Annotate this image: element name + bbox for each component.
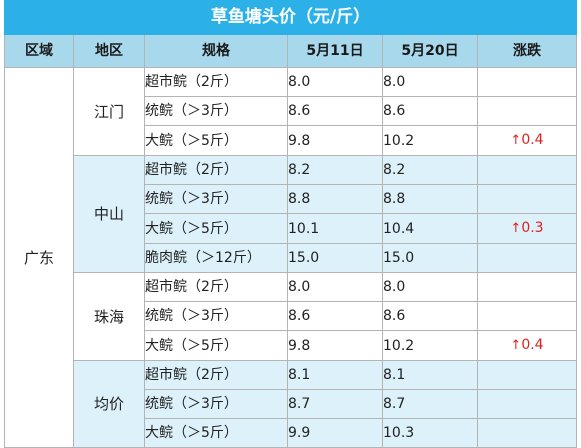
spec-cell: 脆肉鲩（＞12斤） [144, 243, 288, 273]
price-date2-cell: 8.7 [382, 389, 478, 419]
change-cell [477, 360, 577, 390]
price-date1-cell: 10.1 [287, 213, 383, 244]
change-cell: ↑0.4 [477, 125, 577, 156]
change-cell [477, 155, 577, 185]
table-row: 广东 江门 超市鲩（2斤） 8.0 8.0 [4, 67, 577, 448]
change-cell [477, 96, 577, 126]
price-date2-cell: 10.3 [382, 418, 478, 448]
header-district: 地区 [73, 34, 145, 68]
up-arrow-icon: ↑ [510, 133, 522, 148]
price-date1-cell: 8.2 [287, 155, 383, 185]
title-row: 草鱼塘头价（元/斤） [4, 0, 577, 35]
region-cell: 广东 [4, 67, 74, 448]
price-date2-cell: 8.0 [382, 67, 478, 97]
price-date1-cell: 9.8 [287, 330, 383, 361]
change-value: 0.3 [521, 220, 544, 236]
change-cell [477, 184, 577, 214]
price-date1-cell: 8.7 [287, 389, 383, 419]
spec-cell: 大鲩（＞5斤） [144, 125, 288, 156]
change-cell [477, 67, 577, 97]
price-date2-cell: 10.4 [382, 213, 478, 244]
price-date2-cell: 8.8 [382, 184, 478, 214]
change-value: 0.4 [521, 132, 544, 148]
change-cell [477, 272, 577, 302]
table-row: 大鲩（＞5斤） 9.8 10.2 ↑0.4 [5, 330, 577, 361]
district-cell: 均价 [73, 360, 145, 448]
district-cell: 江门 [73, 67, 145, 156]
change-cell [477, 389, 577, 419]
price-date1-cell: 8.0 [287, 67, 383, 97]
spec-cell: 统鲩（＞3斤） [144, 96, 288, 126]
header-spec: 规格 [144, 34, 288, 68]
price-date2-cell: 8.0 [382, 272, 478, 302]
change-cell: ↑0.4 [477, 330, 577, 361]
table-body: 广东 江门 超市鲩（2斤） 8.0 8.0 统鲩（＞3斤） 8.6 8.6 大鲩（＞5斤） 9.8… [4, 67, 577, 448]
header-change: 涨跌 [477, 34, 577, 68]
change-cell: ↑0.3 [477, 213, 577, 244]
price-date2-cell: 15.0 [382, 243, 478, 273]
spec-cell: 大鲩（＞5斤） [144, 330, 288, 361]
table-row: 大鲩（＞5斤） 10.1 10.4 ↑0.3 [5, 213, 577, 244]
change-cell [477, 418, 577, 448]
spec-cell: 统鲩（＞3斤） [144, 389, 288, 419]
table-row: 大鲩（＞5斤） 9.8 10.2 ↑0.4 [5, 125, 577, 156]
table-title: 草鱼塘头价（元/斤） [4, 0, 577, 35]
spec-cell: 统鲩（＞3斤） [144, 184, 288, 214]
up-arrow-icon: ↑ [510, 221, 522, 236]
price-date2-cell: 8.2 [382, 155, 478, 185]
change-cell [477, 301, 577, 331]
change-value: 0.4 [521, 337, 544, 353]
price-date1-cell: 8.1 [287, 360, 383, 390]
header-region: 区域 [4, 34, 74, 68]
table-row: 珠海 超市鲩（2斤） 8.0 8.0 [5, 272, 577, 361]
spec-cell: 统鲩（＞3斤） [144, 301, 288, 331]
price-date1-cell: 9.8 [287, 125, 383, 156]
table-row: 统鲩（＞3斤） 8.6 8.6 [5, 96, 577, 126]
spec-cell: 超市鲩（2斤） [144, 272, 288, 302]
grass-carp-price-table: 草鱼塘头价（元/斤） 区域 地区 规格 5月11日 5月20日 涨跌 广东 江门超… [4, 0, 577, 448]
header-date2: 5月20日 [382, 34, 478, 68]
district-cell: 中山 [73, 155, 145, 273]
price-table-container: 草鱼塘头价（元/斤） 区域 地区 规格 5月11日 5月20日 涨跌 广东 江门超… [4, 0, 577, 448]
table-row: 均价 超市鲩（2斤） 8.1 8.1 [5, 360, 577, 448]
up-arrow-icon: ↑ [510, 338, 522, 353]
change-cell [477, 243, 577, 273]
price-date2-cell: 8.6 [382, 96, 478, 126]
price-date2-cell: 10.2 [382, 125, 478, 156]
price-date1-cell: 8.6 [287, 301, 383, 331]
table-row: 脆肉鲩（＞12斤） 15.0 15.0 [5, 243, 577, 273]
spec-cell: 超市鲩（2斤） [144, 155, 288, 185]
header-date1: 5月11日 [287, 34, 383, 68]
table-row: 统鲩（＞3斤） 8.7 8.7 [5, 389, 577, 419]
price-date1-cell: 8.6 [287, 96, 383, 126]
table-row: 中山 超市鲩（2斤） 8.2 8.2 [5, 155, 577, 273]
price-date2-cell: 8.1 [382, 360, 478, 390]
price-date1-cell: 15.0 [287, 243, 383, 273]
spec-cell: 大鲩（＞5斤） [144, 418, 288, 448]
spec-cell: 超市鲩（2斤） [144, 67, 288, 97]
price-date1-cell: 8.8 [287, 184, 383, 214]
spec-cell: 大鲩（＞5斤） [144, 213, 288, 244]
price-date1-cell: 9.9 [287, 418, 383, 448]
spec-cell: 超市鲩（2斤） [144, 360, 288, 390]
price-date2-cell: 8.6 [382, 301, 478, 331]
price-date1-cell: 8.0 [287, 272, 383, 302]
price-date2-cell: 10.2 [382, 330, 478, 361]
header-row: 区域 地区 规格 5月11日 5月20日 涨跌 [4, 34, 577, 68]
district-cell: 珠海 [73, 272, 145, 361]
